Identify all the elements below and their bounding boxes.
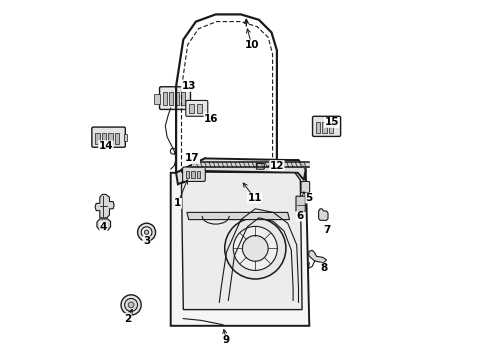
Polygon shape	[186, 212, 289, 220]
Text: 14: 14	[99, 141, 113, 151]
Bar	[153, 94, 160, 104]
Bar	[102, 133, 106, 144]
FancyBboxPatch shape	[159, 87, 190, 109]
Bar	[188, 104, 194, 113]
Text: 5: 5	[305, 193, 312, 203]
Text: 11: 11	[247, 193, 261, 203]
Circle shape	[137, 223, 155, 241]
Bar	[95, 133, 100, 144]
Text: 15: 15	[324, 117, 338, 127]
Polygon shape	[95, 194, 114, 218]
Circle shape	[224, 218, 285, 279]
FancyBboxPatch shape	[301, 181, 309, 193]
FancyBboxPatch shape	[182, 167, 205, 181]
Circle shape	[124, 298, 137, 311]
Bar	[108, 133, 113, 144]
Circle shape	[233, 226, 277, 270]
Text: 9: 9	[223, 335, 229, 345]
Polygon shape	[181, 172, 302, 310]
Bar	[196, 104, 202, 113]
Bar	[315, 122, 320, 133]
Text: 7: 7	[323, 225, 330, 235]
Circle shape	[144, 230, 148, 234]
Bar	[175, 92, 179, 105]
FancyBboxPatch shape	[312, 116, 340, 136]
Bar	[322, 122, 326, 133]
Text: 3: 3	[142, 236, 150, 246]
FancyBboxPatch shape	[185, 100, 207, 116]
Bar	[196, 171, 200, 178]
FancyBboxPatch shape	[295, 196, 305, 211]
Bar	[114, 133, 119, 144]
Polygon shape	[308, 250, 326, 263]
Circle shape	[141, 227, 152, 238]
Polygon shape	[318, 209, 327, 220]
Text: 10: 10	[244, 40, 259, 50]
Bar	[163, 92, 167, 105]
Bar	[191, 171, 194, 178]
Polygon shape	[97, 219, 110, 230]
Bar	[185, 171, 189, 178]
Text: 4: 4	[100, 222, 107, 232]
Text: 17: 17	[184, 153, 199, 163]
Bar	[168, 92, 173, 105]
Bar	[181, 92, 185, 105]
Circle shape	[242, 235, 267, 261]
Text: 16: 16	[203, 114, 218, 124]
Text: 1: 1	[174, 198, 181, 208]
Circle shape	[128, 302, 134, 308]
Bar	[328, 122, 333, 133]
Text: 12: 12	[269, 161, 284, 171]
FancyBboxPatch shape	[256, 163, 264, 169]
Polygon shape	[176, 158, 305, 184]
Text: 13: 13	[181, 81, 196, 91]
Circle shape	[170, 148, 176, 154]
Text: 2: 2	[123, 314, 131, 324]
Text: 8: 8	[320, 263, 326, 273]
Bar	[123, 134, 127, 141]
Polygon shape	[170, 158, 309, 326]
Text: 6: 6	[296, 211, 304, 221]
Circle shape	[121, 295, 141, 315]
FancyBboxPatch shape	[92, 127, 125, 147]
